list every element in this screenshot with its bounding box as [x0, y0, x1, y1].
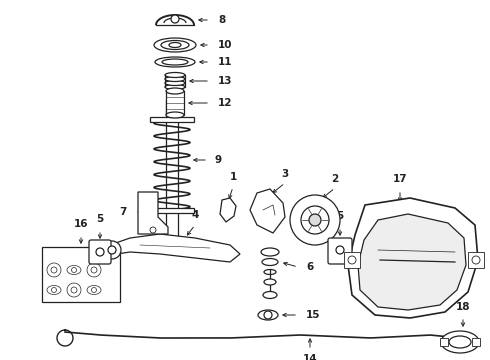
Ellipse shape — [161, 40, 189, 49]
Polygon shape — [138, 192, 168, 234]
Text: 15: 15 — [306, 310, 320, 320]
Bar — [472, 338, 480, 346]
Bar — [166, 100, 178, 240]
FancyBboxPatch shape — [89, 240, 111, 264]
Circle shape — [71, 287, 77, 293]
Ellipse shape — [165, 85, 185, 90]
Circle shape — [67, 283, 81, 297]
Ellipse shape — [47, 285, 61, 294]
Circle shape — [171, 15, 179, 23]
Text: 1: 1 — [229, 172, 237, 182]
Bar — [150, 208, 194, 213]
Ellipse shape — [449, 336, 471, 348]
Text: 14: 14 — [303, 354, 318, 360]
Circle shape — [472, 256, 480, 264]
Ellipse shape — [169, 42, 181, 48]
Text: 2: 2 — [331, 174, 339, 184]
Polygon shape — [348, 198, 478, 318]
Circle shape — [91, 267, 97, 273]
Bar — [344, 252, 360, 268]
Ellipse shape — [154, 38, 196, 52]
Polygon shape — [220, 198, 236, 222]
Circle shape — [309, 214, 321, 226]
Circle shape — [348, 256, 356, 264]
Bar — [440, 338, 448, 346]
Text: 11: 11 — [218, 57, 232, 67]
Ellipse shape — [155, 57, 195, 67]
Ellipse shape — [162, 59, 188, 65]
Circle shape — [87, 263, 101, 277]
Circle shape — [150, 227, 156, 233]
Circle shape — [72, 267, 76, 273]
Text: 13: 13 — [218, 76, 232, 86]
Circle shape — [96, 248, 104, 256]
Circle shape — [51, 288, 56, 292]
Text: 5: 5 — [336, 211, 343, 221]
Circle shape — [301, 206, 329, 234]
Ellipse shape — [165, 81, 185, 85]
Circle shape — [92, 288, 97, 292]
Circle shape — [47, 263, 61, 277]
Ellipse shape — [165, 77, 185, 81]
Polygon shape — [358, 214, 466, 310]
Circle shape — [103, 241, 121, 259]
Ellipse shape — [258, 310, 278, 320]
Ellipse shape — [264, 279, 276, 285]
Ellipse shape — [67, 266, 81, 274]
Bar — [42, 247, 120, 302]
Text: 4: 4 — [191, 210, 198, 220]
Ellipse shape — [264, 270, 276, 274]
Bar — [166, 91, 184, 115]
Ellipse shape — [165, 72, 185, 77]
Bar — [468, 252, 484, 268]
Polygon shape — [250, 189, 285, 233]
Polygon shape — [110, 234, 240, 262]
Ellipse shape — [166, 112, 184, 118]
Circle shape — [264, 311, 272, 319]
Text: 7: 7 — [120, 207, 127, 217]
Text: 12: 12 — [218, 98, 232, 108]
Ellipse shape — [166, 88, 184, 94]
Bar — [150, 117, 194, 122]
Circle shape — [336, 246, 344, 254]
Ellipse shape — [87, 285, 101, 294]
Circle shape — [108, 246, 116, 254]
Text: 16: 16 — [74, 219, 88, 229]
Text: 9: 9 — [214, 155, 221, 165]
Circle shape — [290, 195, 340, 245]
Text: 3: 3 — [281, 169, 289, 179]
Ellipse shape — [441, 331, 479, 353]
Text: 17: 17 — [392, 174, 407, 184]
Text: 8: 8 — [218, 15, 225, 25]
Text: 18: 18 — [456, 302, 470, 312]
Ellipse shape — [261, 248, 279, 256]
FancyBboxPatch shape — [328, 238, 352, 264]
Text: 5: 5 — [97, 214, 103, 224]
Ellipse shape — [262, 258, 278, 266]
Text: 10: 10 — [218, 40, 232, 50]
Ellipse shape — [263, 292, 277, 298]
Text: 6: 6 — [306, 262, 313, 272]
Circle shape — [51, 267, 57, 273]
